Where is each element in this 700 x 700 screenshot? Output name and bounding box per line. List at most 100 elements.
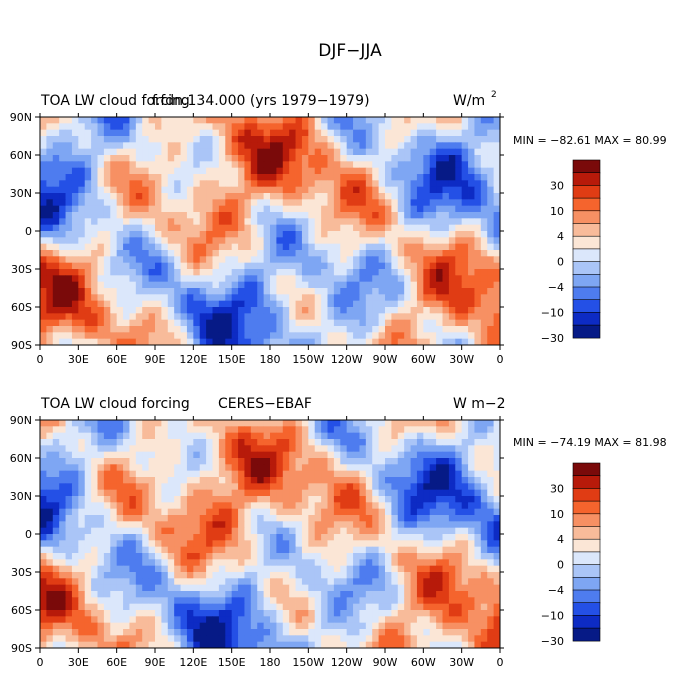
heatmap-cell — [372, 477, 380, 484]
heatmap-cell — [193, 591, 201, 598]
heatmap-cell — [129, 584, 137, 592]
heatmap-cell — [327, 591, 335, 598]
heatmap-cell — [231, 136, 239, 143]
heatmap-cell — [442, 553, 450, 560]
heatmap-cell — [84, 534, 92, 541]
heatmap-cell — [186, 332, 194, 340]
heatmap-cell — [321, 136, 328, 143]
heatmap-cell — [46, 199, 54, 207]
heatmap-cell — [397, 186, 405, 194]
heatmap-cell — [372, 534, 380, 541]
heatmap-cell — [244, 123, 252, 131]
heatmap-cell — [225, 477, 233, 484]
heatmap-cell — [84, 527, 92, 535]
heatmap-cell — [135, 338, 143, 345]
heatmap-cell — [116, 534, 124, 541]
heatmap-cell — [455, 502, 463, 510]
heatmap-cell — [410, 584, 418, 592]
heatmap-cell — [289, 610, 296, 617]
heatmap-cell — [468, 439, 475, 446]
heatmap-cell — [353, 464, 360, 472]
heatmap-cell — [218, 420, 226, 427]
heatmap-cell — [282, 496, 290, 503]
heatmap-cell — [206, 572, 213, 579]
heatmap-cell — [423, 186, 431, 194]
heatmap-cell — [84, 464, 92, 472]
heatmap-cell — [212, 508, 220, 516]
heatmap-cell — [289, 584, 296, 592]
heatmap-cell — [404, 540, 411, 548]
heatmap-cell — [129, 180, 137, 188]
heatmap-cell — [333, 610, 341, 617]
heatmap-cell — [372, 432, 380, 440]
heatmap-cell — [84, 610, 92, 617]
heatmap-cell — [110, 603, 118, 611]
heatmap-cell — [116, 136, 124, 143]
heatmap-cell — [110, 502, 118, 510]
heatmap-cell — [429, 142, 437, 150]
heatmap-cell — [301, 167, 309, 175]
heatmap-cell — [276, 300, 284, 308]
heatmap-cell — [155, 193, 162, 200]
heatmap-cell — [487, 262, 495, 270]
heatmap-cell — [468, 502, 475, 510]
heatmap-cell — [493, 332, 500, 340]
heatmap-cell — [480, 470, 488, 478]
heatmap-cell — [238, 540, 245, 548]
heatmap-cell — [282, 326, 290, 333]
heatmap-cell — [257, 332, 265, 340]
heatmap-cell — [167, 477, 175, 484]
heatmap-cell — [391, 155, 399, 162]
heatmap-cell — [65, 136, 73, 143]
heatmap-cell — [59, 338, 66, 345]
heatmap-cell — [282, 603, 290, 611]
heatmap-cell — [276, 250, 284, 257]
heatmap-cell — [276, 420, 284, 427]
heatmap-cell — [404, 231, 411, 238]
heatmap-cell — [244, 262, 252, 270]
heatmap-cell — [314, 313, 322, 321]
heatmap-cell — [110, 527, 118, 535]
heatmap-cell — [353, 288, 360, 295]
heatmap-cell — [148, 186, 156, 194]
heatmap-cell — [52, 167, 60, 175]
heatmap-cell — [333, 326, 341, 333]
heatmap-cell — [231, 502, 239, 510]
heatmap-cell — [372, 148, 380, 156]
heatmap-cell — [423, 313, 431, 321]
heatmap-cell — [295, 489, 303, 497]
heatmap-cell — [333, 578, 341, 586]
heatmap-cell — [186, 256, 194, 264]
heatmap-cell — [263, 515, 271, 522]
heatmap-cell — [91, 256, 98, 264]
heatmap-cell — [116, 521, 124, 529]
heatmap-cell — [314, 597, 322, 605]
heatmap-cell — [155, 186, 162, 194]
heatmap-cell — [333, 269, 341, 276]
heatmap-cell — [148, 288, 156, 295]
heatmap-cell — [142, 584, 150, 592]
heatmap-cell — [442, 332, 450, 340]
heatmap-cell — [257, 603, 265, 611]
heatmap-cell — [455, 212, 463, 219]
heatmap-cell — [282, 186, 290, 194]
heatmap-cell — [474, 610, 482, 617]
heatmap-cell — [429, 597, 437, 605]
heatmap-cell — [148, 243, 156, 251]
heatmap-cell — [365, 420, 373, 427]
heatmap-cell — [225, 319, 233, 327]
heatmap-cell — [487, 584, 495, 592]
heatmap-cell — [448, 553, 456, 560]
heatmap-cell — [359, 231, 367, 238]
heatmap-cell — [429, 193, 437, 200]
heatmap-cell — [385, 426, 392, 434]
heatmap-cell — [91, 136, 98, 143]
heatmap-cell — [84, 439, 92, 446]
heatmap-cell — [468, 477, 475, 484]
heatmap-cell — [455, 432, 463, 440]
heatmap-cell — [276, 237, 284, 245]
heatmap-cell — [167, 483, 175, 491]
heatmap-cell — [161, 489, 169, 497]
heatmap-cell — [289, 199, 296, 207]
